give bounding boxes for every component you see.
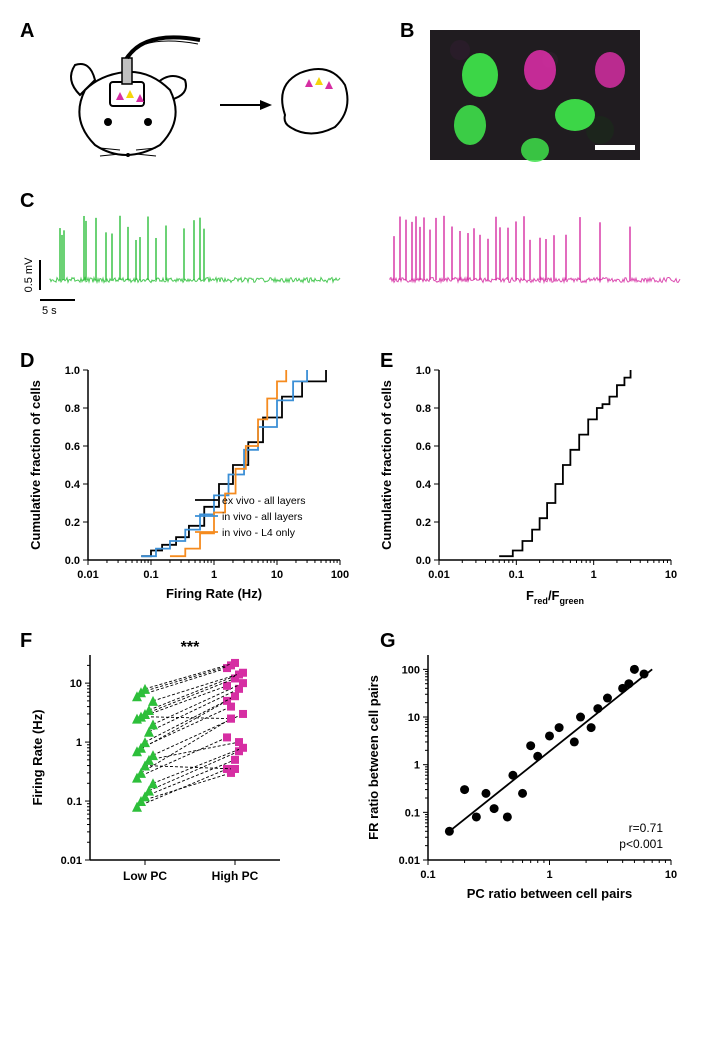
svg-text:0.1: 0.1 [509,569,524,581]
svg-text:r=0.71: r=0.71 [629,821,664,835]
svg-text:Fred/Fgreen: Fred/Fgreen [526,588,584,606]
svg-text:5 s: 5 s [42,305,57,317]
svg-text:PC ratio between cell pairs: PC ratio between cell pairs [467,886,632,901]
panel-E-chart: 0.01 0.1 1 10 0.0 0.2 0.4 0.6 0.8 1.0 Cumulative f… [371,350,691,610]
figure: A [20,20,691,910]
svg-text:0.2: 0.2 [416,517,431,529]
label-G: G [380,630,396,653]
svg-text:0.1: 0.1 [405,807,420,819]
svg-text:1: 1 [414,760,420,772]
svg-text:0.1: 0.1 [67,796,82,808]
svg-text:1: 1 [211,569,217,581]
svg-text:0.1: 0.1 [420,869,435,881]
svg-text:0.1: 0.1 [143,569,158,581]
label-D: D [20,350,34,373]
svg-text:0.01: 0.01 [399,855,420,867]
svg-text:ex vivo - all layers: ex vivo - all layers [222,495,305,507]
svg-text:10: 10 [408,712,420,724]
svg-text:100: 100 [331,569,349,581]
svg-text:10: 10 [271,569,283,581]
label-C: C [20,190,34,213]
svg-text:High PC: High PC [212,869,259,883]
svg-text:Firing Rate (Hz): Firing Rate (Hz) [166,586,262,601]
svg-text:1: 1 [76,737,82,749]
svg-text:1.0: 1.0 [65,365,80,377]
svg-text:0.4: 0.4 [416,479,432,491]
svg-text:Cumulative fraction of cells: Cumulative fraction of cells [379,380,394,550]
svg-text:0.6: 0.6 [65,441,80,453]
panel-C-traces: 0.5 mV 5 s [20,190,691,330]
svg-text:10: 10 [665,869,677,881]
svg-text:FR ratio between cell pairs: FR ratio between cell pairs [366,675,381,840]
svg-text:0.0: 0.0 [65,555,80,567]
svg-text:Low PC: Low PC [123,869,167,883]
panel-F-chart: 0.01 0.1 1 10 Firing Rate (Hz) Low PC High PC *… [20,630,320,910]
svg-text:Cumulative fraction of cells: Cumulative fraction of cells [28,380,43,550]
panel-D-chart: 0.01 0.1 1 10 100 0.0 0.2 0.4 0.6 0.8 1.0 Cumulativ… [20,350,355,610]
label-E: E [380,350,393,373]
svg-text:0.8: 0.8 [416,403,431,415]
svg-text:Firing Rate (Hz): Firing Rate (Hz) [30,709,45,805]
svg-text:in vivo - L4 only: in vivo - L4 only [222,527,296,539]
svg-text:10: 10 [70,678,82,690]
svg-text:in vivo - all layers: in vivo - all layers [222,511,303,523]
svg-text:0.8: 0.8 [65,403,80,415]
panel-A-diagram [20,20,360,170]
panel-G-chart: 0.11100.010.1110100FR ratio between cell… [356,630,691,910]
label-B: B [400,20,414,43]
svg-text:***: *** [181,639,200,656]
svg-text:0.0: 0.0 [416,555,431,567]
svg-text:1: 1 [591,569,597,581]
svg-text:10: 10 [665,569,677,581]
label-A: A [20,20,34,43]
svg-text:0.5 mV: 0.5 mV [23,257,35,293]
svg-text:0.6: 0.6 [416,441,431,453]
svg-text:0.01: 0.01 [428,569,449,581]
label-F: F [20,630,32,653]
svg-text:1: 1 [546,869,552,881]
svg-text:0.01: 0.01 [77,569,98,581]
svg-text:1.0: 1.0 [416,365,431,377]
svg-text:p<0.001: p<0.001 [619,837,663,851]
panel-B-micrograph [400,20,660,170]
svg-text:0.01: 0.01 [61,855,82,867]
svg-text:0.2: 0.2 [65,517,80,529]
svg-text:100: 100 [402,664,420,676]
svg-text:0.4: 0.4 [65,479,81,491]
